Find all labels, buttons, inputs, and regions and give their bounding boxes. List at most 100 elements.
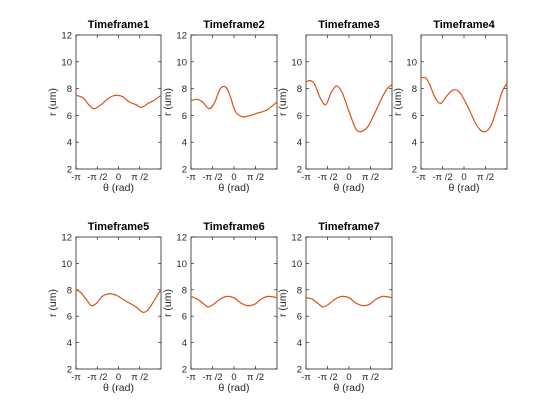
data-point (305, 297, 306, 298)
data-point (311, 298, 312, 299)
data-point (258, 112, 259, 113)
subplot-6: Timeframe624681012-π -π /2 0 π /2θ (rad)r (… (162, 221, 278, 394)
subplot-4: Timeframe4246810-π -π /2 0 π /2θ (rad)r (um… (392, 19, 508, 194)
subplot-title: Timeframe1 (88, 19, 150, 31)
data-point (374, 112, 375, 113)
data-point (214, 101, 215, 102)
data-point (202, 302, 203, 303)
data-point (420, 77, 421, 78)
data-point (254, 304, 255, 305)
data-point (480, 130, 481, 131)
plot-area (76, 35, 161, 169)
data-point (506, 83, 507, 84)
x-tick-label: -π (71, 172, 81, 183)
x-axis-label: θ (rad) (334, 182, 365, 194)
data-point (83, 97, 84, 98)
data-point (335, 298, 336, 299)
data-point (383, 296, 384, 297)
y-tick-label: 12 (176, 233, 187, 244)
y-tick-label: 10 (61, 57, 72, 68)
y-axis-label: r (um) (162, 88, 174, 116)
x-axis-label: θ (rad) (334, 382, 365, 394)
x-tick-label: π /2 (362, 172, 379, 183)
data-point (268, 296, 269, 297)
data-point (80, 292, 81, 293)
data-point (240, 302, 241, 303)
data-point (325, 104, 326, 105)
data-point (381, 97, 382, 98)
y-tick-label: 6 (67, 111, 72, 122)
x-tick-label: -π (71, 372, 81, 383)
y-tick-label: 10 (61, 259, 72, 270)
subplot-title: Timeframe6 (203, 221, 265, 233)
subplot-2: Timeframe2 2 4 6 8 10 12 -π -π /2 0 π /2θ (rad) r (… (162, 19, 278, 194)
data-point (75, 289, 76, 290)
data-point (196, 298, 197, 299)
data-point (88, 104, 89, 105)
y-tick-label: 6 (297, 312, 302, 323)
y-tick-label: 8 (297, 285, 302, 296)
data-point (261, 298, 262, 299)
data-point (96, 302, 97, 303)
data-point (496, 108, 497, 109)
x-tick-label: π /2 (477, 172, 494, 183)
data-point (376, 298, 377, 299)
data-point (129, 101, 130, 102)
subplot-5: Timeframe524681012-π -π /2 0 π /2θ (rad)r (… (47, 221, 162, 394)
y-tick-label: 4 (297, 338, 302, 349)
y-tick-label: 4 (67, 338, 72, 349)
y-tick-label: 10 (176, 57, 187, 68)
data-point (220, 298, 221, 299)
subplot-3: Timeframe3 2 4 6 8 10 -π -π /2 0 π /2θ (rad) r (um… (277, 19, 393, 194)
data-point (305, 81, 306, 82)
x-tick-label: -π (186, 172, 196, 183)
data-point (361, 131, 362, 132)
plot-area (306, 237, 392, 369)
data-point (387, 88, 388, 89)
data-point (317, 302, 318, 303)
y-tick-label: 6 (67, 312, 72, 323)
y-tick-label: 4 (297, 138, 302, 149)
data-point (115, 95, 116, 96)
y-axis-label: r (um) (277, 289, 289, 317)
plot-area (306, 35, 392, 169)
x-tick-label: π /2 (362, 372, 379, 383)
subplot-title: Timeframe4 (433, 19, 495, 31)
x-tick-label: -π (301, 372, 311, 383)
data-point (202, 101, 203, 102)
data-point (491, 124, 492, 125)
data-point (502, 91, 503, 92)
y-tick-label: 6 (412, 111, 417, 122)
y-tick-label: 8 (297, 84, 302, 95)
data-point (148, 103, 149, 104)
data-point (452, 89, 453, 90)
data-point (229, 95, 230, 96)
x-tick-label: -π (301, 172, 311, 183)
data-point (485, 131, 486, 132)
data-point (100, 104, 101, 105)
plot-area (191, 35, 277, 169)
data-point (266, 109, 267, 110)
subplot-title: Timeframe7 (318, 221, 380, 233)
x-tick-label: π /2 (247, 172, 264, 183)
y-axis-label: r (um) (277, 88, 289, 116)
data-point (108, 97, 109, 98)
y-tick-label: 8 (67, 84, 72, 95)
data-point (233, 297, 234, 298)
data-point (141, 107, 142, 108)
data-point (207, 306, 208, 307)
y-tick-label: 8 (182, 84, 187, 95)
x-axis-label: θ (rad) (449, 182, 480, 194)
x-axis-label: θ (rad) (219, 182, 250, 194)
y-tick-label: 12 (61, 233, 72, 244)
data-point (348, 111, 349, 112)
y-tick-label: 8 (182, 285, 187, 296)
y-tick-label: 10 (291, 57, 302, 68)
data-point (154, 298, 155, 299)
x-tick-label: -π (416, 172, 426, 183)
y-tick-label: 12 (291, 233, 302, 244)
data-point (429, 84, 430, 85)
y-tick-label: 10 (176, 259, 187, 270)
y-tick-label: 4 (182, 338, 187, 349)
